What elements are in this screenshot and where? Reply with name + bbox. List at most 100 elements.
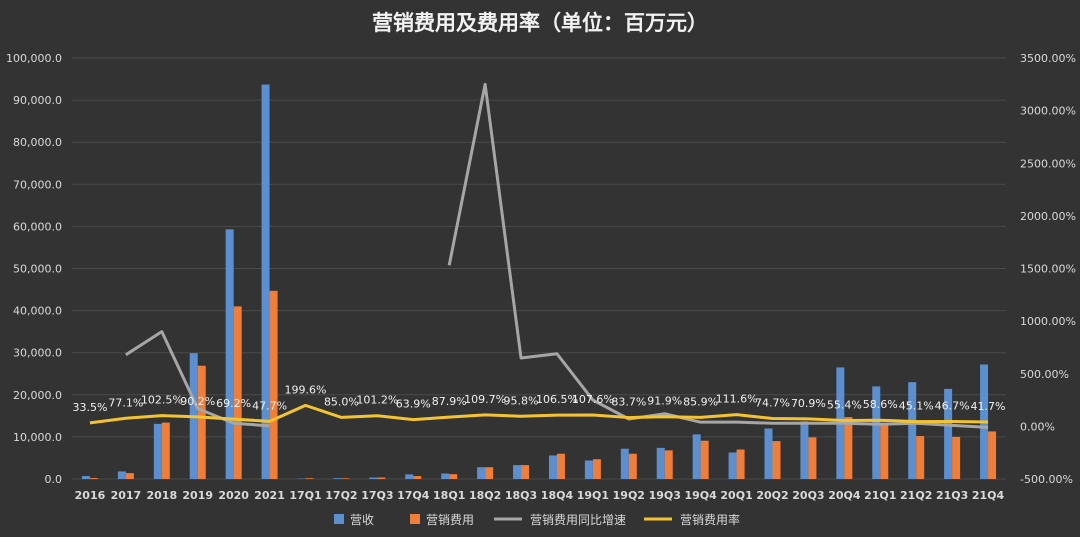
- line-yoy-growth: [125, 82, 989, 429]
- x-tick-label: 19Q2: [613, 489, 645, 502]
- x-tick-label: 2019: [182, 489, 213, 502]
- x-tick-label: 17Q4: [397, 489, 430, 502]
- bar-revenue: [728, 452, 737, 479]
- bar-marketing-expense: [736, 449, 745, 479]
- x-tick-label: 18Q2: [469, 489, 501, 502]
- legend-label: 营销费用: [426, 513, 474, 527]
- bar-marketing-expense: [772, 441, 781, 479]
- y-axis-right: -500.00% 0.00% 500.00% 1000.00% 1500.00% 2000…: [1020, 52, 1076, 486]
- line-expense-ratio: [89, 403, 989, 425]
- x-tick-label: 20Q2: [756, 489, 788, 502]
- data-label: 87.9%: [432, 395, 467, 408]
- data-label: 63.9%: [396, 398, 431, 411]
- data-label: 45.1%: [899, 400, 934, 413]
- bar-marketing-expense: [449, 474, 458, 479]
- y-right-tick-label: 1500.00%: [1020, 263, 1076, 276]
- bar-revenue: [908, 382, 917, 479]
- bar-marketing-expense: [952, 436, 961, 479]
- bar-revenue: [764, 428, 773, 479]
- legend-label: 营收: [350, 513, 374, 527]
- data-label: 47.7%: [252, 399, 287, 412]
- bar-revenue: [225, 229, 234, 479]
- data-label: 55.4%: [827, 399, 862, 412]
- data-label: 101.2%: [356, 394, 398, 407]
- y-right-tick-label: 1000.00%: [1020, 315, 1076, 328]
- bar-marketing-expense: [125, 473, 134, 479]
- bar-marketing-expense: [592, 459, 601, 479]
- bar-revenue: [620, 448, 629, 479]
- data-label: 107.6%: [572, 393, 614, 406]
- bar-marketing-expense: [556, 453, 565, 479]
- data-label: 111.6%: [716, 393, 758, 406]
- bar-marketing-expense: [664, 450, 673, 479]
- data-label: 199.6%: [285, 383, 327, 396]
- bar-marketing-expense: [197, 365, 206, 479]
- bar-revenue: [513, 465, 522, 479]
- bar-marketing-expense: [628, 453, 637, 479]
- legend-swatch: [334, 514, 344, 524]
- y-axis-left: 0.0 10,000.0 20,000.0 30,000.0 40,000.0 50,00…: [6, 52, 62, 486]
- data-label: 33.5%: [72, 401, 107, 414]
- bar-revenue: [81, 476, 90, 479]
- bar-revenue: [656, 447, 665, 479]
- legend-label: 营销费用同比增速: [530, 513, 626, 527]
- x-tick-label: 19Q1: [577, 489, 609, 502]
- data-label: 74.7%: [755, 397, 790, 410]
- y-left-tick-label: 10,000.0: [13, 431, 62, 444]
- bar-marketing-expense: [413, 476, 422, 479]
- x-tick-label: 21Q3: [936, 489, 968, 502]
- x-tick-label: 2021: [254, 489, 285, 502]
- x-tick-label: 2018: [146, 489, 177, 502]
- y-right-tick-label: 3500.00%: [1020, 52, 1076, 65]
- bar-marketing-expense: [485, 467, 494, 479]
- data-label: 77.1%: [108, 396, 143, 409]
- bar-marketing-expense: [808, 437, 817, 479]
- legend-label: 营销费用率: [680, 512, 740, 527]
- bar-marketing-expense: [341, 478, 350, 479]
- x-tick-label: 18Q1: [433, 489, 465, 502]
- y-left-tick-label: 40,000.0: [13, 305, 62, 318]
- bar-marketing-expense: [844, 417, 853, 479]
- x-tick-label: 19Q4: [684, 489, 717, 502]
- data-label: 69.2%: [216, 397, 251, 410]
- y-left-tick-label: 70,000.0: [13, 178, 62, 191]
- x-tick-label: 20Q4: [828, 489, 861, 502]
- y-left-tick-label: 60,000.0: [13, 220, 62, 233]
- x-tick-label: 21Q4: [972, 489, 1005, 502]
- bar-marketing-expense: [233, 306, 242, 479]
- y-right-tick-label: 2500.00%: [1020, 157, 1076, 170]
- x-tick-label: 21Q2: [900, 489, 932, 502]
- bar-revenue: [477, 467, 486, 479]
- x-tick-label: 20Q1: [720, 489, 752, 502]
- line-series-group: [89, 82, 989, 429]
- data-label: 109.7%: [464, 393, 506, 406]
- data-label: 41.7%: [971, 400, 1006, 413]
- y-left-tick-label: 90,000.0: [13, 94, 62, 107]
- bar-marketing-expense: [89, 478, 98, 479]
- data-label: 70.9%: [791, 397, 826, 410]
- bar-marketing-expense: [521, 465, 530, 479]
- y-left-tick-label: 50,000.0: [13, 263, 62, 276]
- bar-revenue: [441, 473, 450, 479]
- y-left-tick-label: 20,000.0: [13, 389, 62, 402]
- legend-swatch: [410, 514, 420, 524]
- x-tick-label: 17Q1: [289, 489, 321, 502]
- x-tick-label: 2017: [111, 489, 142, 502]
- x-tick-label: 2016: [75, 489, 106, 502]
- y-left-tick-label: 30,000.0: [13, 347, 62, 360]
- bar-revenue: [369, 477, 378, 479]
- x-tick-label: 17Q3: [361, 489, 393, 502]
- bar-marketing-expense: [988, 431, 997, 479]
- data-label: 102.5%: [141, 394, 183, 407]
- data-label: 83.7%: [611, 396, 646, 409]
- y-right-tick-label: -500.00%: [1020, 473, 1073, 486]
- data-label: 95.8%: [504, 394, 539, 407]
- bar-marketing-expense: [880, 424, 889, 479]
- bar-marketing-expense: [916, 436, 925, 479]
- bar-revenue: [692, 434, 701, 479]
- bar-revenue: [800, 421, 809, 479]
- x-tick-label: 19Q3: [649, 489, 681, 502]
- legend: 营收 营销费用 营销费用同比增速 营销费用率: [334, 512, 740, 527]
- x-tick-label: 2020: [218, 489, 249, 502]
